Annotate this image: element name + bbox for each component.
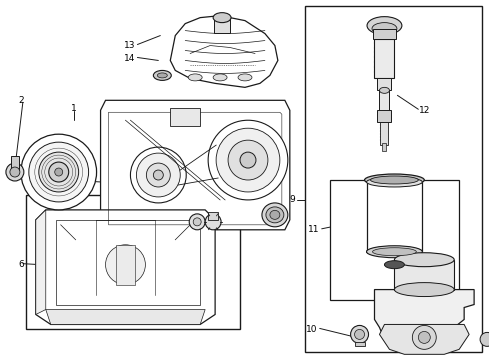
Circle shape xyxy=(153,170,163,180)
Polygon shape xyxy=(100,100,290,230)
Ellipse shape xyxy=(270,210,280,219)
Text: 5: 5 xyxy=(80,174,85,183)
Text: 10: 10 xyxy=(306,325,318,334)
Ellipse shape xyxy=(262,203,288,227)
Bar xyxy=(214,18,230,32)
Ellipse shape xyxy=(372,248,416,256)
Circle shape xyxy=(193,218,201,226)
Circle shape xyxy=(228,140,268,180)
Ellipse shape xyxy=(394,283,454,297)
Circle shape xyxy=(130,147,186,203)
Polygon shape xyxy=(379,324,469,354)
Polygon shape xyxy=(46,310,205,324)
Bar xyxy=(372,28,396,39)
Ellipse shape xyxy=(238,74,252,81)
Circle shape xyxy=(49,162,69,182)
Polygon shape xyxy=(36,210,215,324)
Ellipse shape xyxy=(367,177,422,187)
Text: 3: 3 xyxy=(260,150,266,159)
Bar xyxy=(116,245,135,285)
Circle shape xyxy=(418,332,430,343)
Bar xyxy=(367,182,422,252)
Circle shape xyxy=(147,163,171,187)
Ellipse shape xyxy=(394,253,454,267)
Ellipse shape xyxy=(365,174,424,186)
Text: 6: 6 xyxy=(18,260,24,269)
Text: 1: 1 xyxy=(71,104,76,113)
Circle shape xyxy=(189,214,205,230)
Bar xyxy=(489,334,490,345)
Circle shape xyxy=(208,120,288,200)
Bar xyxy=(330,180,459,300)
Ellipse shape xyxy=(367,247,422,257)
Text: 2: 2 xyxy=(18,96,24,105)
Text: 14: 14 xyxy=(124,54,135,63)
Ellipse shape xyxy=(213,74,227,81)
Ellipse shape xyxy=(188,74,202,81)
Bar xyxy=(208,212,218,220)
Circle shape xyxy=(355,329,365,339)
Circle shape xyxy=(216,128,280,192)
Text: 12: 12 xyxy=(419,106,431,115)
Text: 8: 8 xyxy=(204,206,210,215)
Ellipse shape xyxy=(367,246,422,258)
Bar xyxy=(171,108,200,126)
Polygon shape xyxy=(36,210,46,315)
Polygon shape xyxy=(374,289,474,345)
Text: 11: 11 xyxy=(308,225,319,234)
Bar xyxy=(26,195,240,329)
Ellipse shape xyxy=(153,71,172,80)
Ellipse shape xyxy=(367,17,402,35)
Circle shape xyxy=(205,214,221,230)
Bar xyxy=(56,220,200,305)
Ellipse shape xyxy=(379,87,390,93)
Circle shape xyxy=(480,332,490,346)
Circle shape xyxy=(413,325,436,349)
Ellipse shape xyxy=(266,207,284,223)
Text: 13: 13 xyxy=(124,41,135,50)
Bar xyxy=(394,260,454,289)
Bar xyxy=(305,6,482,352)
Circle shape xyxy=(6,163,24,181)
Bar xyxy=(380,120,389,145)
Bar xyxy=(355,342,365,346)
Circle shape xyxy=(105,245,146,285)
Ellipse shape xyxy=(370,176,418,184)
Text: 9: 9 xyxy=(289,195,295,204)
Bar xyxy=(377,110,392,122)
Bar xyxy=(11,156,19,170)
Circle shape xyxy=(136,153,180,197)
Text: 4: 4 xyxy=(258,203,264,212)
Ellipse shape xyxy=(385,261,404,269)
Circle shape xyxy=(55,168,63,176)
Circle shape xyxy=(39,152,78,192)
Circle shape xyxy=(350,325,368,343)
Bar xyxy=(383,143,387,151)
Ellipse shape xyxy=(213,13,231,23)
Bar xyxy=(377,78,392,90)
Circle shape xyxy=(29,142,89,202)
Ellipse shape xyxy=(157,73,167,78)
Bar xyxy=(374,39,394,78)
Ellipse shape xyxy=(372,23,397,35)
Bar xyxy=(379,90,390,120)
Text: 7: 7 xyxy=(219,206,225,215)
Circle shape xyxy=(21,134,97,210)
Polygon shape xyxy=(171,15,278,87)
Circle shape xyxy=(240,152,256,168)
Circle shape xyxy=(10,167,20,177)
